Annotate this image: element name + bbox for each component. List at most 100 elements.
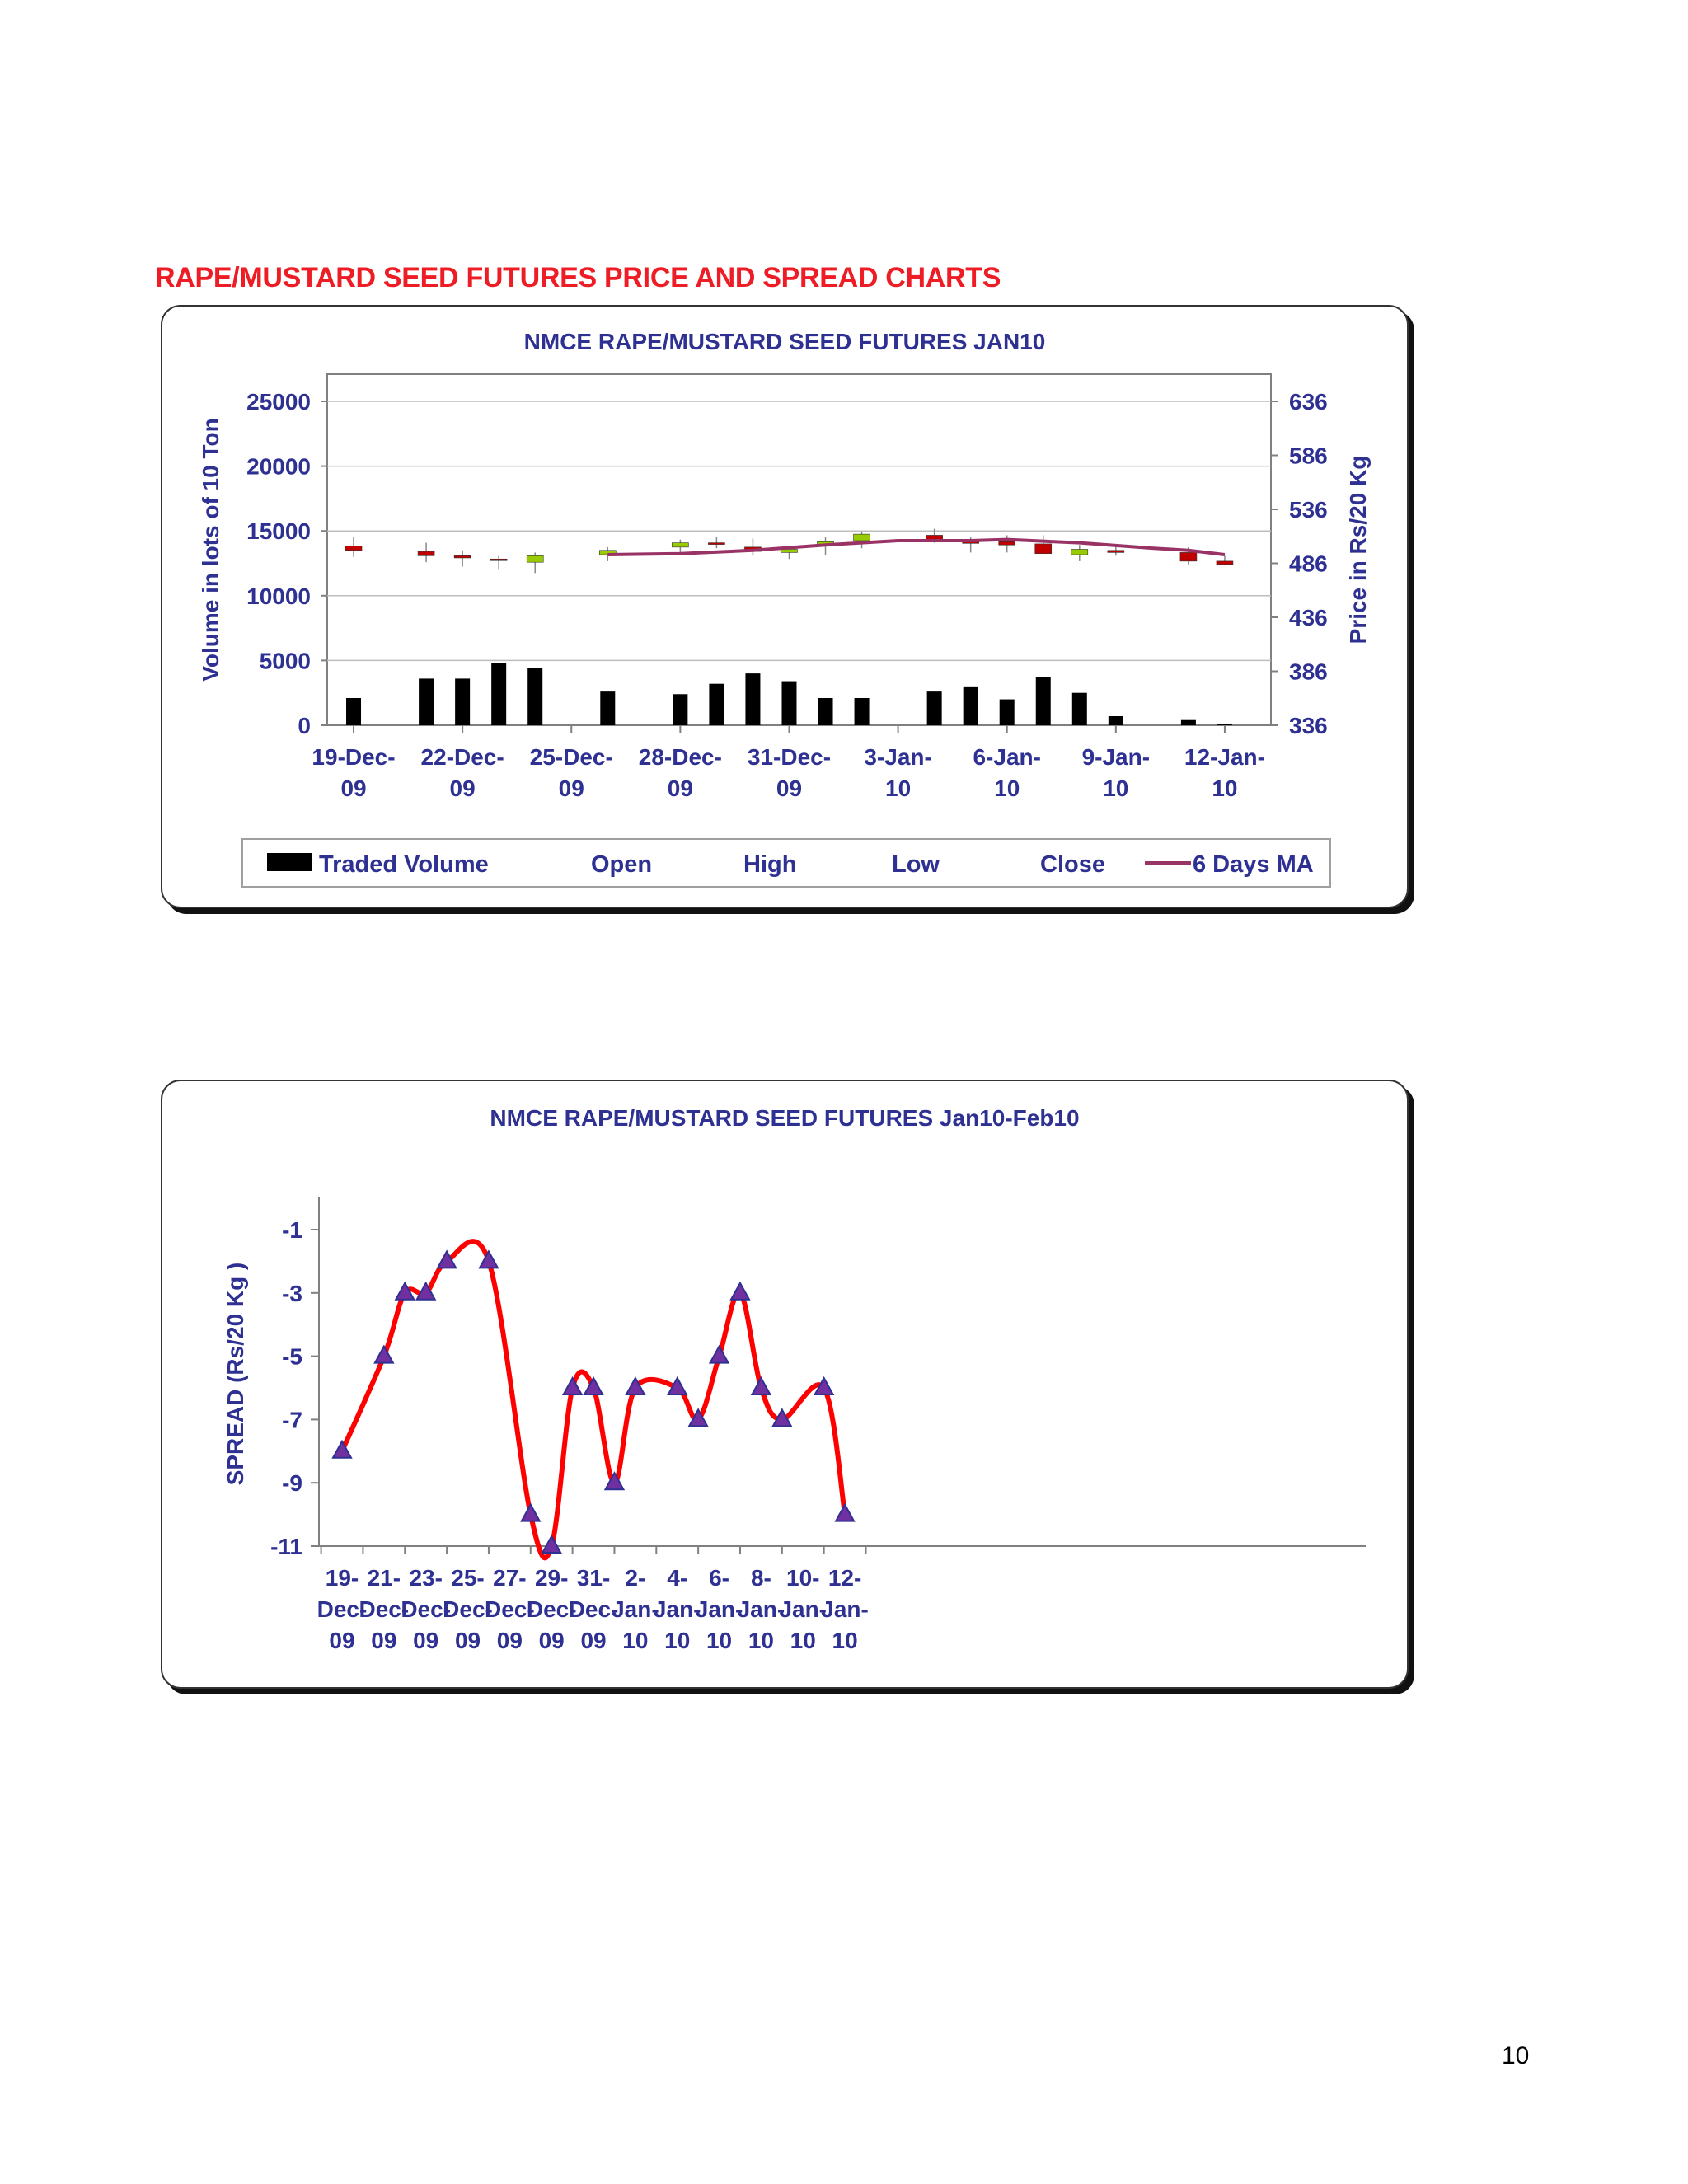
x-tick-label: Jan-: [696, 1596, 743, 1622]
spread-point: [415, 1281, 437, 1301]
spread-point: [520, 1502, 542, 1522]
spread-point: [771, 1408, 793, 1427]
volume-bar: [1071, 692, 1087, 725]
volume-bar: [1217, 724, 1232, 725]
spread-point: [436, 1249, 457, 1269]
volume-bar: [963, 686, 978, 725]
candle-body: [490, 558, 508, 561]
spread-point: [813, 1376, 835, 1395]
x-tick-label: 10-: [786, 1565, 819, 1591]
spread-point: [625, 1376, 646, 1395]
y-tick-label: -1: [282, 1217, 302, 1243]
spread-point: [394, 1281, 415, 1301]
x-tick-label: 09: [413, 1628, 438, 1653]
volume-bar: [781, 681, 797, 725]
y2-tick-label: 586: [1289, 443, 1328, 469]
spread-point: [729, 1281, 751, 1301]
x-tick-label: 19-: [326, 1565, 359, 1591]
x-tick-label: 27-: [493, 1565, 526, 1591]
x-tick-label: 09: [497, 1628, 523, 1653]
y-tick-label: 25000: [246, 389, 311, 415]
x-tick-label: Dec-: [569, 1596, 619, 1622]
y-tick-label: 15000: [246, 518, 311, 544]
spread-line: [340, 1239, 848, 1561]
x-tick-label: 09: [580, 1628, 606, 1653]
volume-bar: [491, 663, 507, 725]
x-tick-label: 25-Dec-: [530, 744, 613, 770]
x-tick-label: 09: [559, 776, 584, 801]
spread-point: [603, 1471, 626, 1491]
candle-body: [1071, 549, 1089, 555]
volume-bar: [854, 697, 870, 725]
volume-bar: [600, 691, 616, 725]
volume-bar: [818, 697, 833, 725]
x-tick-label: 8-: [751, 1565, 771, 1591]
x-tick-label: Jan-: [612, 1596, 659, 1622]
y2-tick-label: 436: [1289, 605, 1328, 630]
x-tick-label: 09: [539, 1628, 565, 1653]
x-tick-label: 10: [832, 1628, 858, 1653]
candle-body: [853, 533, 870, 541]
x-tick-label: 09: [455, 1628, 481, 1653]
y2-tick-label: 636: [1289, 389, 1328, 415]
x-tick-label: 10: [885, 776, 911, 801]
y-tick-label: 10000: [246, 583, 311, 609]
y-tick-label: -5: [282, 1344, 302, 1370]
x-tick-label: Jan-: [738, 1596, 785, 1622]
plot-area: [326, 373, 1272, 726]
candle-body: [708, 542, 725, 545]
volume-bar: [745, 673, 761, 725]
spread-chart: NMCE RAPE/MUSTARD SEED FUTURES Jan10-Feb…: [223, 1105, 1366, 1653]
x-tick-label: 4-: [667, 1565, 687, 1591]
candle-body: [417, 551, 435, 556]
candle-body: [1107, 550, 1125, 553]
legend: Traded Volume Open High Low Close 6 Days MA: [241, 838, 1331, 888]
volume-bar: [926, 691, 942, 725]
x-tick-label: 6-Jan-: [973, 744, 1040, 770]
y-axis-title: Volume in lots of 10 Ton: [198, 418, 223, 681]
y2-tick-label: 486: [1289, 551, 1328, 577]
legend-entry: Low: [892, 851, 940, 878]
x-tick-label: 09: [776, 776, 802, 801]
price-volume-chart: NMCE RAPE/MUSTARD SEED FUTURES JAN10 0 500…: [198, 329, 1371, 888]
volume-bar: [419, 678, 434, 725]
spread-point: [834, 1502, 856, 1522]
x-tick-label: 09: [340, 776, 366, 801]
candle-body: [526, 555, 544, 563]
x-tick-label: Jan-: [654, 1596, 701, 1622]
volume-bar: [1180, 719, 1196, 725]
volume-bar: [999, 699, 1015, 725]
volume-bar: [673, 694, 688, 725]
x-tick-label: Dec-: [317, 1596, 368, 1622]
page-number: 10: [1502, 2042, 1530, 2069]
y-tick-label: -11: [270, 1534, 302, 1559]
x-tick-label: 09: [450, 776, 476, 801]
x-tick-label: Jan-: [821, 1596, 869, 1622]
spread-point: [478, 1249, 499, 1269]
x-tick-label: Dec-: [401, 1596, 451, 1622]
volume-bar: [1108, 715, 1123, 725]
x-tick-label: 2-: [625, 1565, 645, 1591]
page-title: RAPE/MUSTARD SEED FUTURES PRICE AND SPRE…: [155, 262, 1001, 293]
x-tick-label: 9-Jan-: [1082, 744, 1150, 770]
spread-point: [331, 1439, 353, 1459]
x-tick-label: Dec-: [359, 1596, 409, 1622]
y2-tick-label: 386: [1289, 659, 1328, 685]
x-tick-label: Dec-: [527, 1596, 577, 1622]
spread-point: [561, 1376, 584, 1395]
legend-entry: Traded Volume: [319, 851, 489, 878]
candle-body: [598, 550, 617, 555]
volume-bar: [1035, 677, 1051, 725]
x-tick-label: 25-: [451, 1565, 484, 1591]
candle-body: [1216, 560, 1234, 565]
legend-entry: 6 Days MA: [1193, 851, 1314, 878]
x-tick-label: 6-: [709, 1565, 729, 1591]
x-tick-label: 09: [371, 1628, 396, 1653]
y-tick-label: 20000: [246, 454, 311, 480]
spread-chart-panel: NMCE RAPE/MUSTARD SEED FUTURES Jan10-Feb…: [161, 1080, 1409, 1689]
x-tick-label: 10: [706, 1628, 732, 1653]
chart-title: NMCE RAPE/MUSTARD SEED FUTURES JAN10: [524, 329, 1046, 354]
spread-point: [583, 1376, 604, 1395]
y2-tick-label: 536: [1289, 497, 1328, 523]
spread-point: [708, 1344, 730, 1364]
